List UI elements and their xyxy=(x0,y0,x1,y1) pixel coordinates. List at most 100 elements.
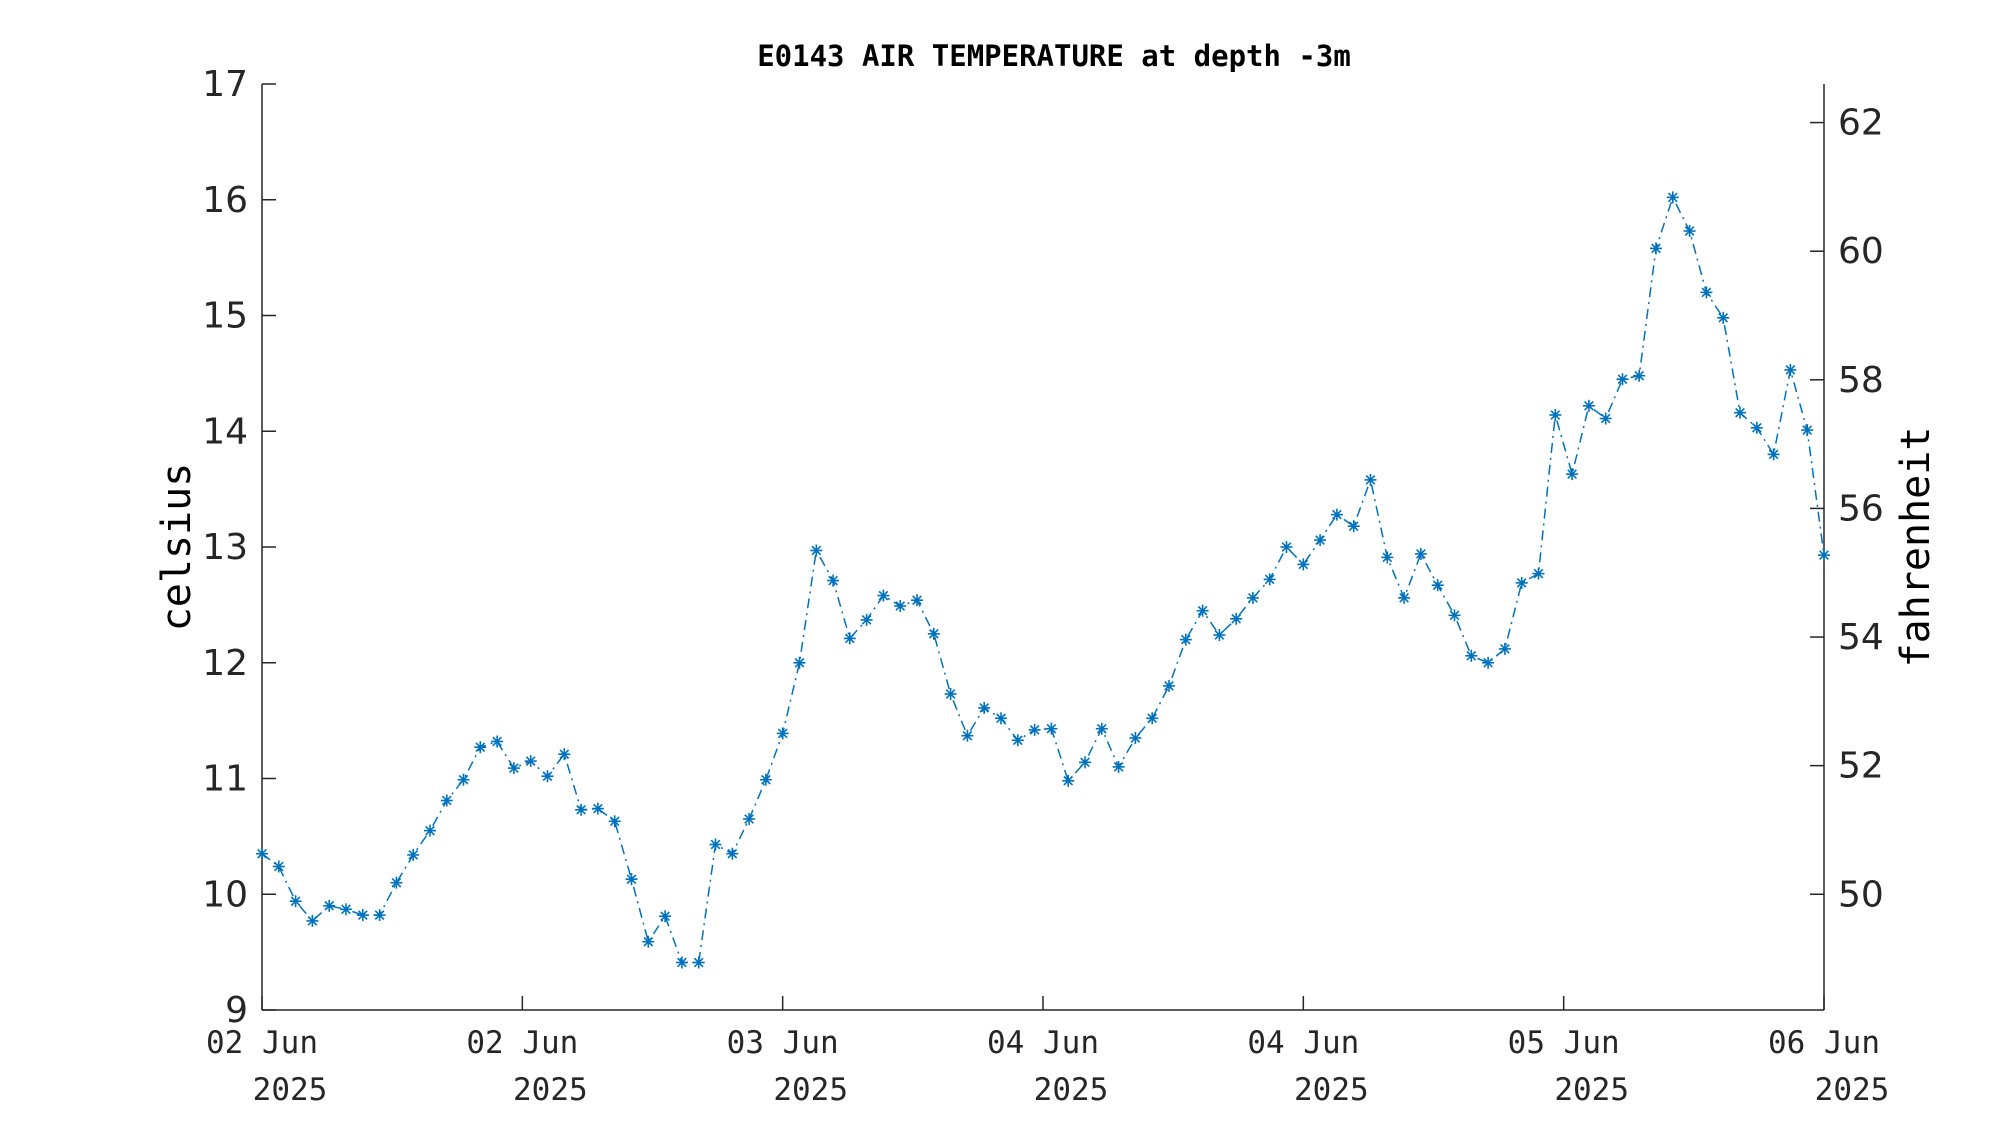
right-y-ticks: 50 52 54 56 58 60 62 xyxy=(1810,103,1884,915)
right-tick-label: 60 xyxy=(1838,231,1884,272)
data-point xyxy=(675,956,688,969)
data-point xyxy=(541,770,554,783)
data-point xyxy=(827,574,840,587)
data-point xyxy=(1734,406,1746,419)
data-point xyxy=(659,910,672,923)
data-point xyxy=(961,729,974,742)
x-tick-label-year: 2025 xyxy=(1294,1072,1369,1108)
data-point xyxy=(1079,756,1091,769)
data-point xyxy=(591,802,604,815)
data-point xyxy=(1683,225,1696,237)
data-point xyxy=(1532,567,1545,580)
left-tick-label: 16 xyxy=(202,180,248,221)
y2-axis-label: fahrenheit xyxy=(1893,427,1939,668)
data-point xyxy=(1666,191,1679,204)
data-point xyxy=(1700,286,1713,299)
left-tick-label: 12 xyxy=(202,643,248,684)
data-point xyxy=(793,656,806,669)
axes xyxy=(261,84,1825,1011)
data-point xyxy=(1129,732,1142,744)
data-point xyxy=(340,903,352,916)
data-point xyxy=(390,876,403,889)
left-tick-label: 14 xyxy=(202,411,248,452)
data-point xyxy=(1314,534,1327,547)
chart-title: E0143 AIR TEMPERATURE at depth -3m xyxy=(757,39,1351,73)
data-point xyxy=(1414,547,1427,560)
data-point xyxy=(1179,633,1192,646)
data-point xyxy=(1549,409,1562,421)
data-point xyxy=(759,773,772,786)
x-tick-label-date: 03 Jun xyxy=(727,1025,839,1061)
data-point xyxy=(978,701,991,714)
data-point xyxy=(1431,579,1444,592)
data-point xyxy=(1381,551,1394,564)
right-tick-label: 58 xyxy=(1838,360,1884,401)
left-tick-label: 13 xyxy=(202,527,248,568)
data-point xyxy=(1465,649,1478,662)
data-point xyxy=(1767,448,1780,461)
data-point xyxy=(1566,468,1579,481)
right-tick-label: 52 xyxy=(1838,746,1884,787)
data-point xyxy=(256,847,268,860)
data-point xyxy=(507,762,520,775)
data-point xyxy=(1330,508,1343,521)
data-point xyxy=(1011,734,1024,747)
data-point xyxy=(289,895,302,908)
series-line xyxy=(261,195,1825,964)
data-point xyxy=(323,899,336,912)
data-point xyxy=(1398,591,1411,604)
data-point xyxy=(407,848,420,861)
data-point xyxy=(743,813,756,825)
data-point xyxy=(1364,473,1377,486)
data-point xyxy=(726,847,739,860)
data-point xyxy=(1784,363,1797,376)
x-tick-label-date: 06 Jun xyxy=(1768,1025,1880,1061)
data-point xyxy=(894,600,907,612)
left-y-ticks: 9 10 11 12 13 14 15 16 17 xyxy=(202,64,276,1031)
data-point xyxy=(1230,612,1243,625)
data-point xyxy=(1263,573,1276,586)
data-point xyxy=(642,935,655,948)
data-point xyxy=(524,755,537,768)
data-point xyxy=(424,824,436,837)
data-point xyxy=(1599,412,1612,425)
left-tick-label: 10 xyxy=(202,874,248,915)
data-point xyxy=(1818,549,1830,562)
left-tick-label: 11 xyxy=(202,759,248,800)
data-point xyxy=(1498,642,1511,655)
x-tick-label-year: 2025 xyxy=(1034,1072,1109,1108)
data-point xyxy=(1062,774,1075,787)
data-point xyxy=(1582,399,1595,412)
right-tick-label: 56 xyxy=(1838,488,1884,529)
data-point xyxy=(1095,722,1108,735)
data-point xyxy=(1280,541,1293,553)
right-tick-label: 62 xyxy=(1838,103,1884,144)
data-point xyxy=(877,589,890,602)
data-point xyxy=(860,613,873,626)
data-point xyxy=(1146,712,1159,725)
x-tick-label-year: 2025 xyxy=(253,1072,328,1108)
data-point xyxy=(911,594,923,607)
data-point xyxy=(1347,520,1360,533)
left-tick-label: 9 xyxy=(225,990,248,1031)
right-tick-label: 54 xyxy=(1838,617,1884,658)
data-point xyxy=(608,815,621,828)
x-tick-label-date: 02 Jun xyxy=(206,1025,318,1061)
data-point xyxy=(927,627,940,640)
data-point xyxy=(440,794,453,807)
left-tick-label: 15 xyxy=(202,296,248,337)
data-point xyxy=(1045,722,1058,735)
data-point xyxy=(1028,723,1041,736)
data-point xyxy=(709,838,722,851)
data-point xyxy=(1163,679,1175,692)
data-point xyxy=(457,773,470,786)
data-point xyxy=(776,727,789,740)
data-point xyxy=(373,909,386,922)
data-point xyxy=(1482,656,1495,669)
x-tick-label-date: 04 Jun xyxy=(1247,1025,1359,1061)
x-tick-label-year: 2025 xyxy=(513,1072,588,1108)
series-group xyxy=(256,191,1830,969)
data-point xyxy=(1717,311,1730,324)
data-point xyxy=(575,803,588,816)
x-tick-label-date: 02 Jun xyxy=(466,1025,578,1061)
